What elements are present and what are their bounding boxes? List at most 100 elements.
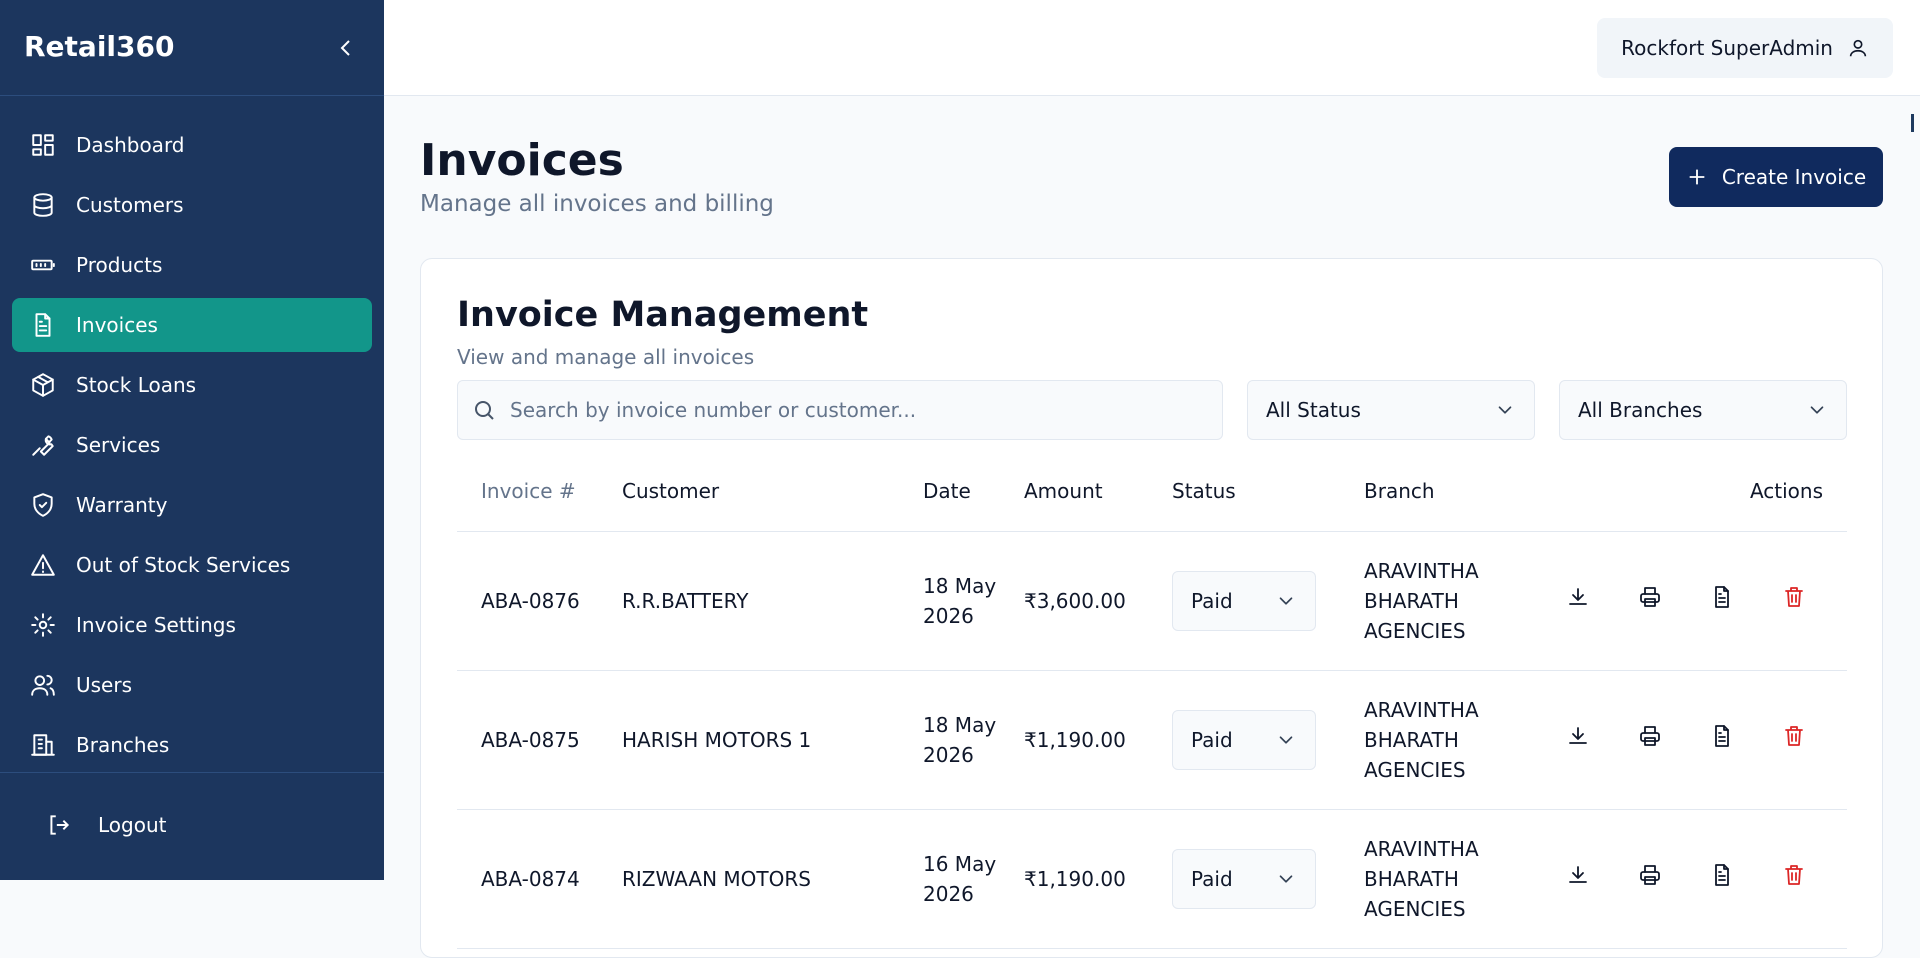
header-row: Invoice # Customer Date Amount Status Branch A…	[457, 451, 1847, 532]
column-header: Date	[899, 451, 1000, 532]
status-cell: Paid	[1148, 670, 1340, 810]
action-button[interactable]	[1782, 724, 1806, 756]
user-name: Rockfort SuperAdmin	[1621, 36, 1833, 60]
cell: ABA-0876	[457, 531, 598, 671]
cell: 18 May 2026	[899, 670, 1000, 810]
status-label: Paid	[1191, 588, 1233, 613]
icon	[32, 373, 54, 397]
status-label: Paid	[1191, 727, 1233, 752]
action-button[interactable]	[1710, 585, 1734, 617]
icon	[32, 435, 54, 456]
filter-select[interactable]: All Status	[1247, 380, 1535, 440]
icon	[31, 734, 55, 756]
divider	[0, 772, 384, 773]
actions	[1540, 863, 1846, 895]
page-title: Invoices	[420, 135, 624, 186]
action-button[interactable]	[1638, 724, 1662, 756]
divider	[0, 95, 384, 96]
column-header: Amount	[1000, 451, 1148, 532]
card-title: Invoice Management	[457, 295, 869, 335]
nav-label: Users	[76, 673, 133, 697]
sidebar: Retail360 Dashboard Customers Products Invo…	[0, 0, 384, 880]
filter-select[interactable]: All Branches	[1559, 380, 1847, 440]
cell: RIZWAAN MOTORS	[598, 809, 899, 949]
icon	[1279, 596, 1293, 605]
status-cell: Paid	[1148, 809, 1340, 949]
cell: R.R.BATTERY	[598, 531, 899, 671]
logout[interactable]: Logout	[46, 812, 166, 838]
action-button[interactable]	[1638, 585, 1662, 617]
icon	[1279, 735, 1293, 744]
cell: ABA-0874	[457, 809, 598, 949]
user-menu[interactable]: Rockfort SuperAdmin	[1597, 18, 1893, 78]
nav: Dashboard Customers Products Invoices Stock …	[12, 118, 372, 778]
icon	[31, 613, 55, 637]
logout-icon	[50, 815, 70, 835]
card-subtitle: View and manage all invoices	[457, 345, 755, 369]
create-button[interactable]: Create Invoice	[1669, 147, 1883, 207]
create-label: Create Invoice	[1721, 165, 1867, 189]
nav-item[interactable]: Branches	[12, 718, 372, 772]
nav-label: Products	[76, 253, 163, 277]
brand: Retail360	[24, 30, 175, 63]
nav-item[interactable]: Warranty	[12, 478, 372, 532]
status-select[interactable]: Paid	[1172, 848, 1316, 909]
actions	[1540, 724, 1846, 756]
search-placeholder: Search by invoice number or customer...	[510, 398, 917, 422]
cell: HARISH MOTORS 1	[598, 670, 899, 810]
scroll-indicator	[1911, 114, 1914, 132]
action-button[interactable]	[1710, 863, 1734, 895]
actions-cell	[1516, 531, 1847, 671]
invoice-table: Invoice # Customer Date Amount Status Branch A…	[457, 451, 1847, 949]
logout-label: Logout	[98, 813, 167, 837]
topbar: Rockfort SuperAdmin	[384, 0, 1920, 96]
icon	[1810, 406, 1824, 414]
action-button[interactable]	[1638, 863, 1662, 895]
nav-item[interactable]: Services	[12, 418, 372, 472]
collapse-button[interactable]	[334, 36, 358, 60]
action-button[interactable]	[1782, 585, 1806, 617]
nav-item[interactable]: Invoices	[12, 298, 372, 352]
nav-item[interactable]: Dashboard	[12, 118, 372, 172]
search-input[interactable]: Search by invoice number or customer...	[457, 380, 1223, 440]
nav-item[interactable]: Products	[12, 238, 372, 292]
user-icon	[1849, 39, 1867, 57]
table-row: ABA-0874 RIZWAAN MOTORS 16 May 2026 ₹1,190.…	[457, 809, 1847, 949]
action-button[interactable]	[1782, 863, 1806, 895]
icon	[31, 259, 55, 271]
nav-item[interactable]: Invoice Settings	[12, 598, 372, 652]
nav-item[interactable]: Stock Loans	[12, 358, 372, 412]
action-button[interactable]	[1710, 724, 1734, 756]
status-select[interactable]: Paid	[1172, 570, 1316, 631]
status-select[interactable]: Paid	[1172, 709, 1316, 770]
icon	[1569, 726, 1587, 744]
actions	[1540, 585, 1846, 617]
column-header: Customer	[598, 451, 899, 532]
nav-label: Invoices	[76, 313, 158, 337]
column-header: Invoice #	[457, 451, 598, 532]
action-button[interactable]	[1566, 724, 1590, 756]
actions-cell	[1516, 670, 1847, 810]
actions-cell	[1516, 809, 1847, 949]
cell: ABA-0875	[457, 670, 598, 810]
cell: 16 May 2026	[899, 809, 1000, 949]
filter-label: All Branches	[1578, 398, 1703, 422]
icon	[1279, 874, 1293, 883]
filter-label: All Status	[1266, 398, 1361, 422]
nav-item[interactable]: Customers	[12, 178, 372, 232]
action-button[interactable]	[1566, 585, 1590, 617]
table-row: ABA-0875 HARISH MOTORS 1 18 May 2026 ₹1,190…	[457, 670, 1847, 810]
icon	[1569, 587, 1587, 605]
nav-label: Branches	[76, 733, 170, 757]
cell: ₹1,190.00	[1000, 809, 1148, 949]
column-header: Status	[1148, 451, 1340, 532]
nav-label: Warranty	[76, 493, 168, 517]
table-body: ABA-0876 R.R.BATTERY 18 May 2026 ₹3,600.00 P…	[457, 531, 1847, 949]
action-button[interactable]	[1566, 863, 1590, 895]
cell: ARAVINTHA BHARATH AGENCIES	[1340, 809, 1516, 949]
nav-item[interactable]: Users	[12, 658, 372, 712]
nav-item[interactable]: Out of Stock Services	[12, 538, 372, 592]
icon	[32, 134, 54, 156]
status-cell: Paid	[1148, 531, 1340, 671]
